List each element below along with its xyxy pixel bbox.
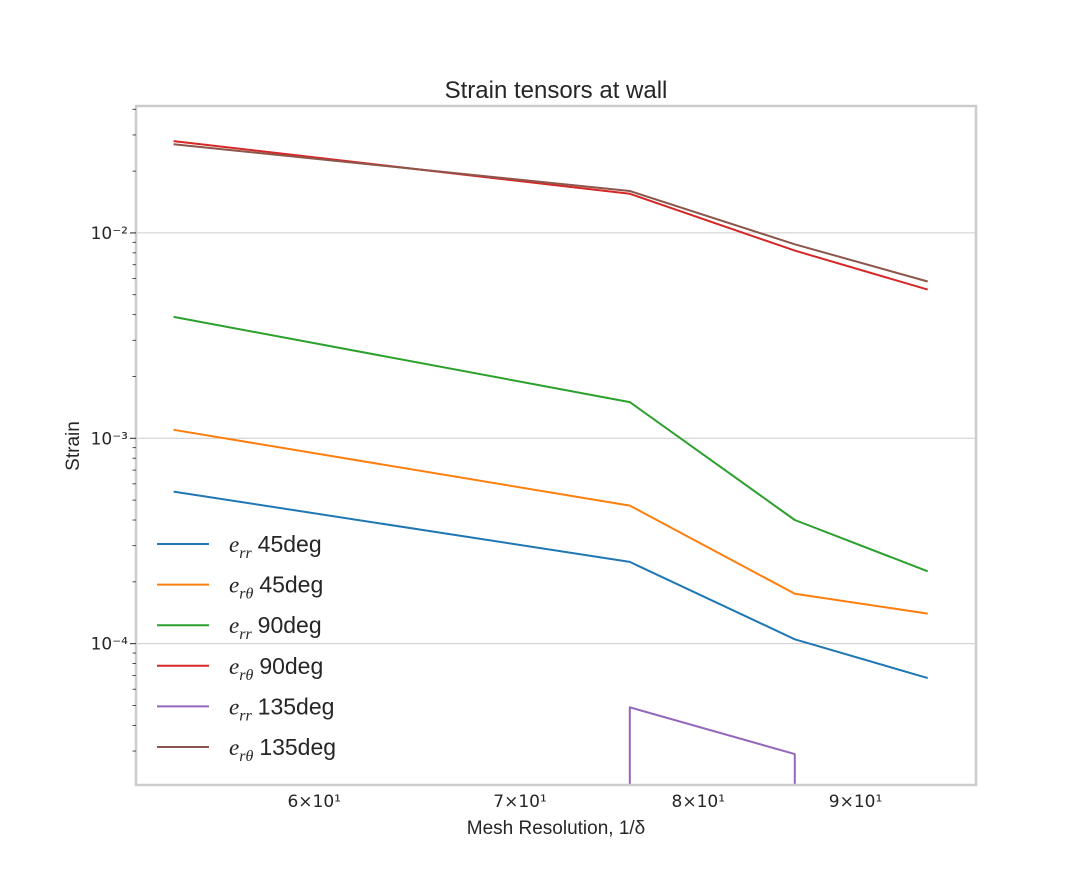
legend-label-e-r-45deg: erθ 45deg bbox=[229, 572, 323, 603]
series-line-e-rr-45deg bbox=[173, 490, 928, 680]
x-tick-label: 7×10¹ bbox=[493, 792, 547, 812]
y-axis-label: Strain bbox=[63, 421, 84, 471]
series-line-e-rr-135deg bbox=[628, 706, 796, 785]
series-line-e-rr-90deg bbox=[173, 315, 929, 573]
series-line-e-r-45deg bbox=[173, 428, 928, 615]
x-tick-label: 6×10¹ bbox=[287, 792, 341, 812]
gridlines bbox=[136, 232, 976, 645]
series-layer bbox=[173, 140, 929, 785]
legend: err 45deg erθ 45deg err 90deg erθ 90deg err 135de… bbox=[157, 531, 336, 765]
y-tick-label: 10⁻² bbox=[91, 224, 128, 244]
y-tick-label: 10⁻³ bbox=[91, 429, 128, 449]
x-tick-label: 9×10¹ bbox=[829, 792, 883, 812]
series-line-e-r-135deg bbox=[173, 143, 928, 283]
legend-label-e-r-135deg: erθ 135deg bbox=[229, 734, 336, 765]
legend-label-e-rr-90deg: err 90deg bbox=[229, 612, 322, 643]
legend-label-e-rr-135deg: err 135deg bbox=[229, 693, 334, 724]
plot-frame bbox=[134, 104, 978, 787]
chart-title: Strain tensors at wall bbox=[445, 77, 668, 104]
x-tick-label: 8×10¹ bbox=[672, 792, 726, 812]
y-tick-label: 10⁻⁴ bbox=[91, 635, 129, 655]
x-axis-label: Mesh Resolution, 1/δ bbox=[467, 818, 646, 839]
legend-label-e-rr-45deg: err 45deg bbox=[229, 531, 322, 562]
axis-ticks: 10⁻² 10⁻³ 10⁻⁴ 6×10¹ 7×10¹ 8×10¹ 9×10¹ bbox=[91, 108, 883, 812]
legend-label-e-r-90deg: erθ 90deg bbox=[229, 653, 323, 684]
plot-area bbox=[136, 106, 976, 785]
